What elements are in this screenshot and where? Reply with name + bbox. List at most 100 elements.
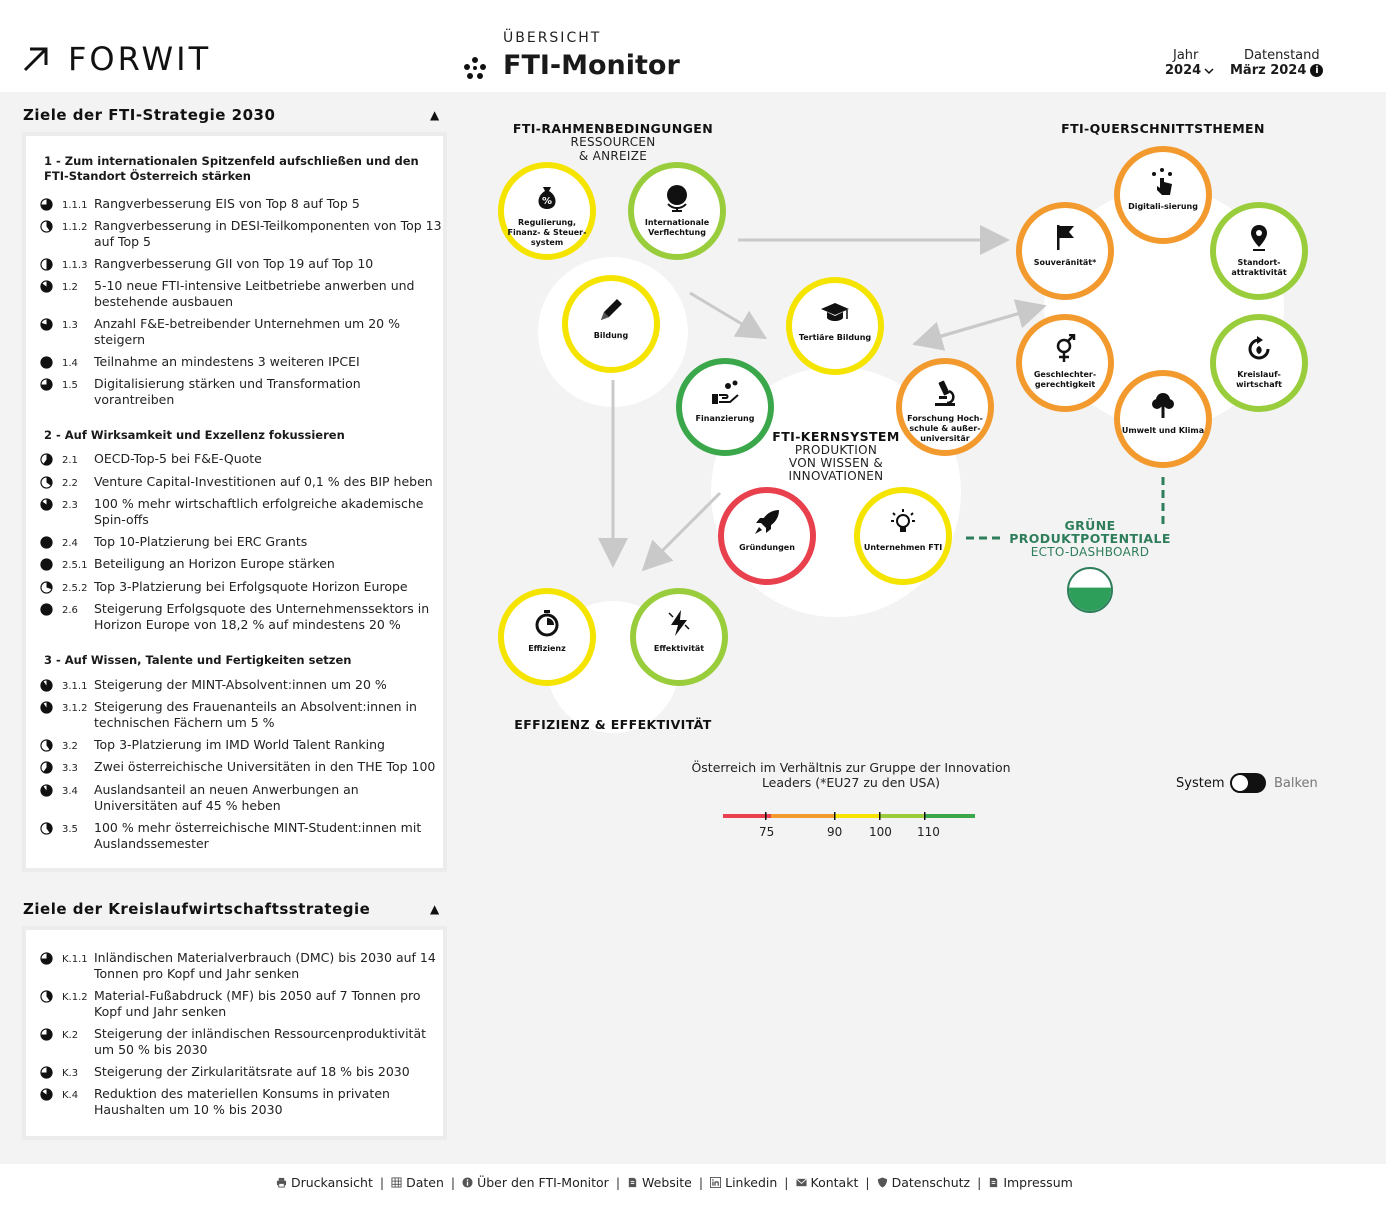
node-label: Unternehmen FTI [863, 543, 943, 552]
node-regulierung[interactable]: % Regulierung, Finanz- & Steuer-system [498, 162, 596, 260]
year-select[interactable]: 2024 [1165, 63, 1214, 78]
goal-row[interactable]: 1.1.2 Rangverbesserung in DESI-Teilkompon… [40, 218, 442, 252]
goal-code: K.1.1 [62, 954, 88, 965]
footer-link-kontakt[interactable]: Kontakt [795, 1175, 858, 1190]
footer-separator: | [865, 1175, 870, 1190]
fti-panel-collapse-toggle[interactable]: ▲ [430, 108, 440, 122]
view-toggle-switch[interactable] [1230, 773, 1266, 793]
node-geschlechtergerechtigkeit[interactable]: Geschlechter-gerechtigkeit [1016, 314, 1114, 412]
node-tertiaere-bildung[interactable]: Tertiäre Bildung [786, 277, 884, 375]
goal-text: Rangverbesserung EIS von Top 8 auf Top 5 [94, 196, 360, 211]
progress-pie-icon [40, 581, 53, 594]
graduation-cap-icon [821, 303, 849, 321]
goal-row[interactable]: 2.2 Venture Capital-Investitionen auf 0,1… [40, 474, 440, 508]
footer-link-label: Druckansicht [291, 1175, 373, 1190]
progress-pie-icon [40, 1088, 53, 1101]
footer-link-impressum[interactable]: Impressum [988, 1175, 1073, 1190]
goal-row[interactable]: 2.3 100 % mehr wirtschaftlich erfolgreich… [40, 496, 440, 530]
green-gauge-icon[interactable] [1066, 566, 1114, 614]
goal-text: Anzahl F&E-betreibender Unternehmen um 2… [94, 316, 400, 347]
goal-code: 1.2 [62, 282, 78, 293]
goal-text: Beteiligung an Horizon Europe stärken [94, 556, 335, 571]
goal-row[interactable]: K.1.2 Material-Fußabdruck (MF) bis 2050 a… [40, 988, 440, 1022]
node-umwelt-klima[interactable]: Umwelt und Klima [1114, 370, 1212, 468]
goal-row[interactable]: K.4 Reduktion des materiellen Konsums in … [40, 1086, 440, 1120]
goal-text: Inländischen Materialverbrauch (DMC) bis… [94, 950, 436, 981]
view-balken-label[interactable]: Balken [1274, 776, 1318, 791]
goal-row[interactable]: 3.1.2 Steigerung des Frauenanteils an Abs… [40, 699, 440, 733]
goal-group-heading: 2 - Auf Wirksamkeit und Exzellenz fokuss… [44, 428, 345, 442]
goal-row[interactable]: 1.3 Anzahl F&E-betreibender Unternehmen u… [40, 316, 440, 350]
goal-row[interactable]: 1.4 Teilnahme an mindestens 3 weiteren IP… [40, 354, 440, 388]
forwit-logo[interactable]: FORWIT [22, 40, 211, 78]
footer-link-datenschutz[interactable]: Datenschutz [877, 1175, 970, 1190]
node-digitalisierung[interactable]: Digitali-sierung [1114, 146, 1212, 244]
goal-code: 3.1.1 [62, 681, 88, 692]
quer-title: FTI-QUERSCHNITTSTHEMEN [1061, 121, 1265, 136]
goal-row[interactable]: 2.5.2 Top 3-Platzierung bei Erfolgsquote … [40, 579, 440, 613]
footer-link-druckansicht[interactable]: Druckansicht [276, 1175, 373, 1190]
kw-panel-collapse-toggle[interactable]: ▲ [430, 902, 440, 916]
footer-link-daten[interactable]: Daten [391, 1175, 444, 1190]
goal-row[interactable]: 1.5 Digitalisierung stärken und Transform… [40, 376, 440, 410]
node-souveraenitaet[interactable]: Souveränität* [1016, 202, 1114, 300]
goal-row[interactable]: 3.1.1 Steigerung der MINT-Absolvent:innen… [40, 677, 440, 711]
node-kreislaufwirtschaft[interactable]: Kreislauf-wirtschaft [1210, 314, 1308, 412]
goal-row[interactable]: K.3 Steigerung der Zirkularitätsrate auf … [40, 1064, 440, 1098]
goal-row[interactable]: K.1.1 Inländischen Materialverbrauch (DMC… [40, 950, 440, 984]
goal-row[interactable]: 2.5.1 Beteiligung an Horizon Europe stärk… [40, 556, 440, 590]
footer-link-label: Website [642, 1175, 692, 1190]
node-label: Geschlechter-gerechtigkeit [1033, 370, 1097, 389]
footer-link-linkedin[interactable]: Linkedin [710, 1175, 777, 1190]
node-bildung[interactable]: Bildung [562, 275, 660, 373]
progress-pie-icon [40, 990, 53, 1003]
goal-row[interactable]: 2.6 Steigerung Erfolgsquote des Unternehm… [40, 601, 440, 635]
goal-row[interactable]: 2.1 OECD-Top-5 bei F&E-Quote [40, 451, 440, 485]
progress-pie-icon [40, 822, 53, 835]
node-gruendungen[interactable]: Gründungen [718, 487, 816, 585]
footer-link-über-den-fti-monitor[interactable]: Über den FTI-Monitor [462, 1175, 609, 1190]
stopwatch-icon [535, 610, 559, 637]
footer-link-website[interactable]: Website [627, 1175, 692, 1190]
goal-row[interactable]: 1.1.3 Rangverbesserung GII von Top 19 auf… [40, 256, 440, 290]
kw-panel-title: Ziele der Kreislaufwirtschaftsstrategie [23, 900, 371, 918]
goal-row[interactable]: 3.3 Zwei österreichische Universitäten in… [40, 759, 440, 793]
footer-separator: | [450, 1175, 456, 1190]
node-internationale-verflechtung[interactable]: Internationale Verflechtung [628, 162, 726, 260]
app-header: FORWIT ÜBERSICHT FTI-Monitor Jahr 2024 D… [0, 0, 1386, 92]
goal-row[interactable]: K.2 Steigerung der inländischen Ressource… [40, 1026, 440, 1060]
green-title-1: GRÜNE [1064, 518, 1116, 533]
eff-title: EFFIZIENZ & EFFEKTIVITÄT [514, 717, 712, 732]
goal-code: 2.3 [62, 500, 78, 511]
goal-code: 1.3 [62, 320, 78, 331]
goal-row[interactable]: 3.2 Top 3-Platzierung im IMD World Talent… [40, 737, 440, 771]
node-label: Effektivität [653, 644, 705, 653]
goal-row[interactable]: 1.1.1 Rangverbesserung EIS von Top 8 auf … [40, 196, 440, 230]
rahmen-subtitle-2: & ANREIZE [578, 149, 648, 163]
node-standortattraktivitaet[interactable]: Standort-attraktivität [1210, 202, 1308, 300]
goal-row[interactable]: 3.5 100 % mehr österreichische MINT-Stude… [40, 820, 440, 854]
legend-green [925, 814, 975, 818]
goal-code: 2.4 [62, 538, 78, 549]
document-icon [627, 1177, 638, 1188]
node-effektivitaet[interactable]: Effektivität [630, 588, 728, 686]
node-finanzierung[interactable]: Finanzierung [676, 358, 774, 456]
goal-code: 1.1.1 [62, 200, 88, 211]
goal-row[interactable]: 3.4 Auslandsanteil an neuen Anwerbungen a… [40, 782, 440, 816]
goal-code: K.1.2 [62, 992, 88, 1003]
goal-code: 3.4 [62, 786, 78, 797]
goal-code: 2.6 [62, 605, 78, 616]
footer-separator: | [615, 1175, 621, 1190]
progress-pie-icon [40, 378, 53, 391]
info-icon[interactable]: i [1310, 64, 1324, 77]
network-icon [464, 57, 486, 79]
node-unternehmen-fti[interactable]: Unternehmen FTI [854, 487, 952, 585]
progress-pie-icon [40, 761, 53, 774]
view-system-label[interactable]: System [1176, 776, 1225, 791]
footer-link-label: Linkedin [725, 1175, 778, 1190]
page-kicker: ÜBERSICHT [503, 30, 602, 46]
goal-row[interactable]: 1.2 5-10 neue FTI-intensive Leitbetriebe … [40, 278, 440, 312]
node-effizienz[interactable]: Effizienz [498, 588, 596, 686]
goal-row[interactable]: 2.4 Top 10-Platzierung bei ERC Grants [40, 534, 440, 568]
node-forschung-hochschule[interactable]: Forschung Hoch-schule & außer-universitä… [896, 358, 994, 456]
